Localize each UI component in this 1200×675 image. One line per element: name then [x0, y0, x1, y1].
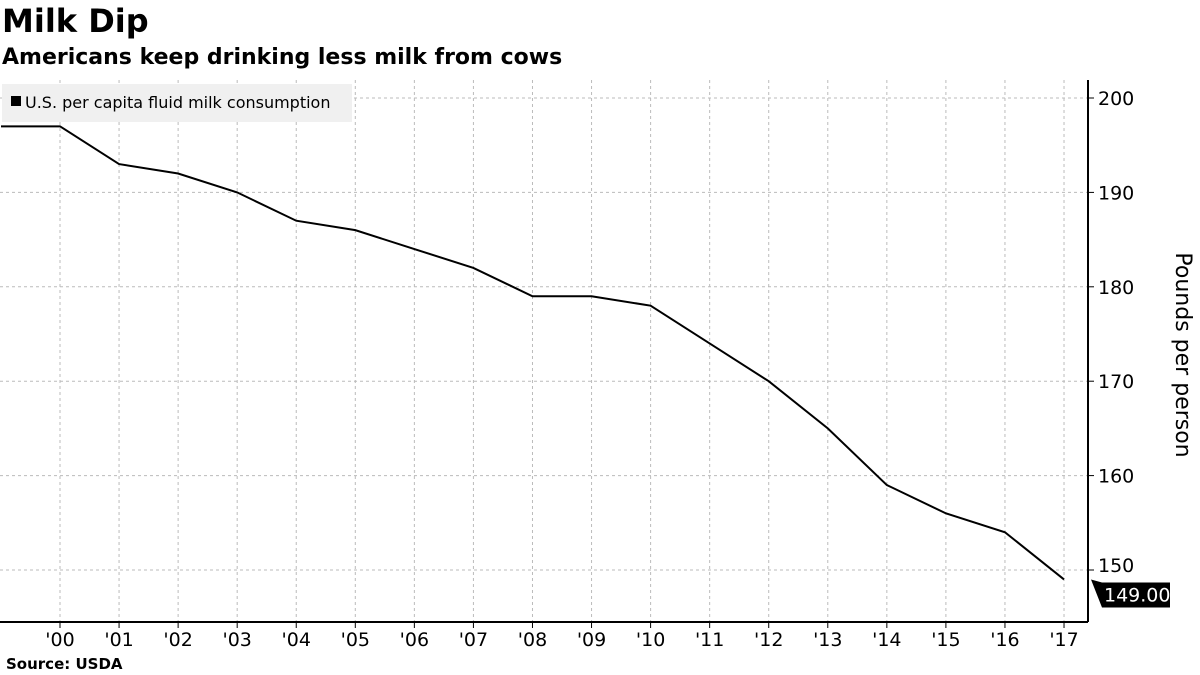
x-tick-label: '14 [872, 629, 901, 651]
x-tick-label: '05 [341, 629, 370, 651]
x-tick-label: '08 [518, 629, 547, 651]
source-note: Source: USDA [6, 655, 123, 673]
x-tick-label: '11 [695, 629, 724, 651]
last-value-badge: 149.00 [1091, 579, 1170, 608]
y-tick-label: 200 [1098, 88, 1134, 110]
axes: '00 '01 '02 '03 '04 '05 '06 '07 '08 '09 '10 '11 '12 '… [0, 80, 1170, 651]
y-tick-label: 150 [1098, 555, 1134, 577]
x-tick-label: '17 [1049, 629, 1078, 651]
x-tick-label: '01 [104, 629, 133, 651]
x-tick-label: '10 [636, 629, 665, 651]
y-tick-label: 170 [1098, 371, 1134, 393]
y-tick-label: 160 [1098, 466, 1134, 488]
x-tick-label: '06 [400, 629, 429, 651]
chart-subtitle: Americans keep drinking less milk from c… [2, 45, 563, 70]
x-tick-label: '03 [222, 629, 251, 651]
series-line [1, 125, 1065, 581]
legend: U.S. per capita fluid milk consumption [2, 84, 352, 122]
x-tick-label: '04 [282, 629, 311, 651]
last-value-label: 149.00 [1104, 584, 1170, 606]
x-tick-label: '12 [754, 629, 783, 651]
x-tick-label: '09 [577, 629, 606, 651]
x-tick-label: '02 [163, 629, 192, 651]
series [1, 125, 1065, 581]
grid [0, 80, 1088, 622]
x-tick-label: '07 [459, 629, 488, 651]
legend-swatch [11, 96, 21, 106]
x-tick-label: '13 [813, 629, 842, 651]
x-tick-label: '15 [931, 629, 960, 651]
y-axis-label: Pounds per person [1170, 252, 1195, 457]
x-tick-label: '16 [990, 629, 1019, 651]
last-value-badge-bg [1091, 579, 1170, 608]
x-tick-label: '00 [45, 629, 74, 651]
chart-title: Milk Dip [2, 2, 149, 40]
y-tick-label: 180 [1098, 277, 1134, 299]
legend-label: U.S. per capita fluid milk consumption [25, 93, 330, 112]
legend-background [2, 84, 352, 122]
y-tick-label: 190 [1098, 182, 1134, 204]
